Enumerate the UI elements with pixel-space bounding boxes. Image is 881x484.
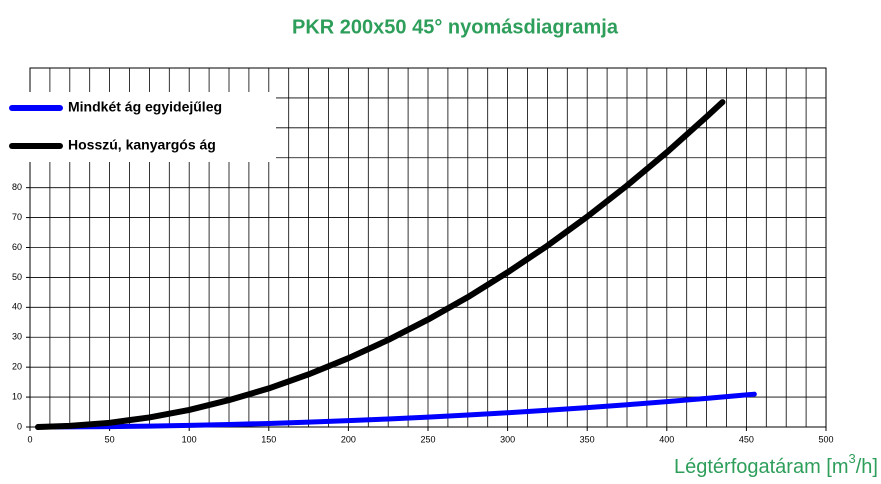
x-tick-label: 0 (27, 434, 32, 444)
legend: Mindkét ág egyidejűleg Hosszú, kanyargós … (4, 92, 276, 162)
x-label-end: /h] (856, 456, 878, 478)
y-tick-label: 40 (12, 302, 22, 312)
line-series (34, 99, 726, 430)
legend-label: Hosszú, kanyargós ág (68, 137, 216, 153)
y-tick-label: 20 (12, 362, 22, 372)
x-tick-label: 100 (182, 434, 197, 444)
x-tick-label: 50 (105, 434, 115, 444)
y-tick-label: 0 (17, 421, 22, 431)
x-tick-label: 450 (739, 434, 754, 444)
y-tick-label: 50 (12, 272, 22, 282)
x-label-text: Légtérfogatáram [m (674, 456, 849, 478)
y-tick-label: 80 (12, 182, 22, 192)
x-tick-label: 500 (818, 434, 833, 444)
x-tick-label: 200 (341, 434, 356, 444)
chart-title: PKR 200x50 45° nyomásdiagramja (292, 16, 619, 38)
x-tick-label: 150 (261, 434, 276, 444)
y-tick-label: 60 (12, 242, 22, 252)
x-tick-label: 300 (500, 434, 515, 444)
legend-box (4, 92, 276, 162)
y-tick-label: 10 (12, 391, 22, 401)
y-tick-label: 30 (12, 332, 22, 342)
y-tick-label: 70 (12, 212, 22, 222)
x-tick-label: 350 (580, 434, 595, 444)
x-tick-label: 400 (659, 434, 674, 444)
x-axis-label: Légtérfogatáram [m3/h] (674, 451, 878, 478)
x-tick-label: 250 (420, 434, 435, 444)
x-label-sup: 3 (849, 451, 856, 466)
legend-label: Mindkét ág egyidejűleg (68, 99, 222, 115)
line-series (35, 391, 757, 430)
